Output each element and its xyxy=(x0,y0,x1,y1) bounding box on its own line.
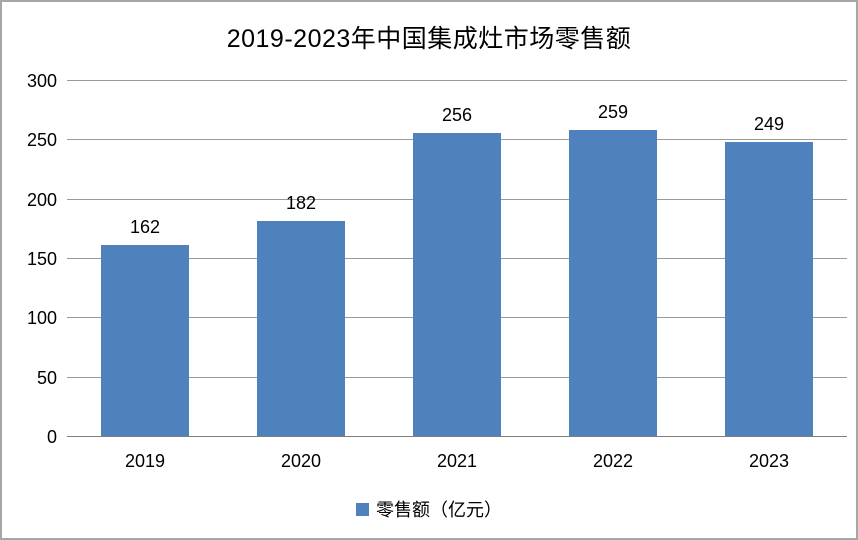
bar-2021 xyxy=(413,133,501,437)
gridline-300 xyxy=(67,80,847,81)
legend-label: 零售额（亿元） xyxy=(376,500,502,520)
x-axis-line xyxy=(67,436,847,437)
y-tick-label-250: 250 xyxy=(26,130,57,151)
bar-value-label: 182 xyxy=(285,193,317,213)
x-axis-labels: 2019 2020 2021 2022 2023 xyxy=(67,451,847,472)
x-tick-label-2023: 2023 xyxy=(748,451,790,471)
bar-group-2020: 182 xyxy=(223,81,379,437)
bar-2022 xyxy=(569,130,657,437)
bar-2023 xyxy=(725,142,813,437)
y-tick-label-0: 0 xyxy=(46,427,57,447)
bar-group-2019: 162 xyxy=(67,81,223,437)
x-tick-label-2019: 2019 xyxy=(124,451,166,471)
x-tick-label-2021: 2021 xyxy=(436,451,478,471)
y-tick-label-300: 300 xyxy=(26,71,57,91)
y-tick-label-100: 100 xyxy=(26,308,57,329)
bar-group-2021: 256 xyxy=(379,81,535,437)
bar-value-label: 256 xyxy=(441,105,473,125)
bar-value-label: 249 xyxy=(753,114,785,134)
bar-2019 xyxy=(101,245,189,437)
bar-2020 xyxy=(257,221,345,437)
x-tick-label-2022: 2022 xyxy=(592,451,634,471)
bar-value-label: 162 xyxy=(129,217,161,237)
chart-title: 2019-2023年中国集成灶市场零售额 xyxy=(226,25,632,53)
y-tick-label-200: 200 xyxy=(26,189,57,210)
legend-swatch-icon xyxy=(356,502,369,516)
x-tick-label-2020: 2020 xyxy=(280,451,322,471)
bar-group-2023: 249 xyxy=(691,81,847,437)
legend: 零售额（亿元） xyxy=(2,496,856,522)
y-tick-label-150: 150 xyxy=(26,249,57,269)
bar-group-2022: 259 xyxy=(535,81,691,437)
bar-value-label: 259 xyxy=(597,102,629,122)
plot-area: 0 50 100 150 200 250 300 162 182 256 259… xyxy=(27,72,847,446)
y-tick-label-50: 50 xyxy=(36,367,57,388)
